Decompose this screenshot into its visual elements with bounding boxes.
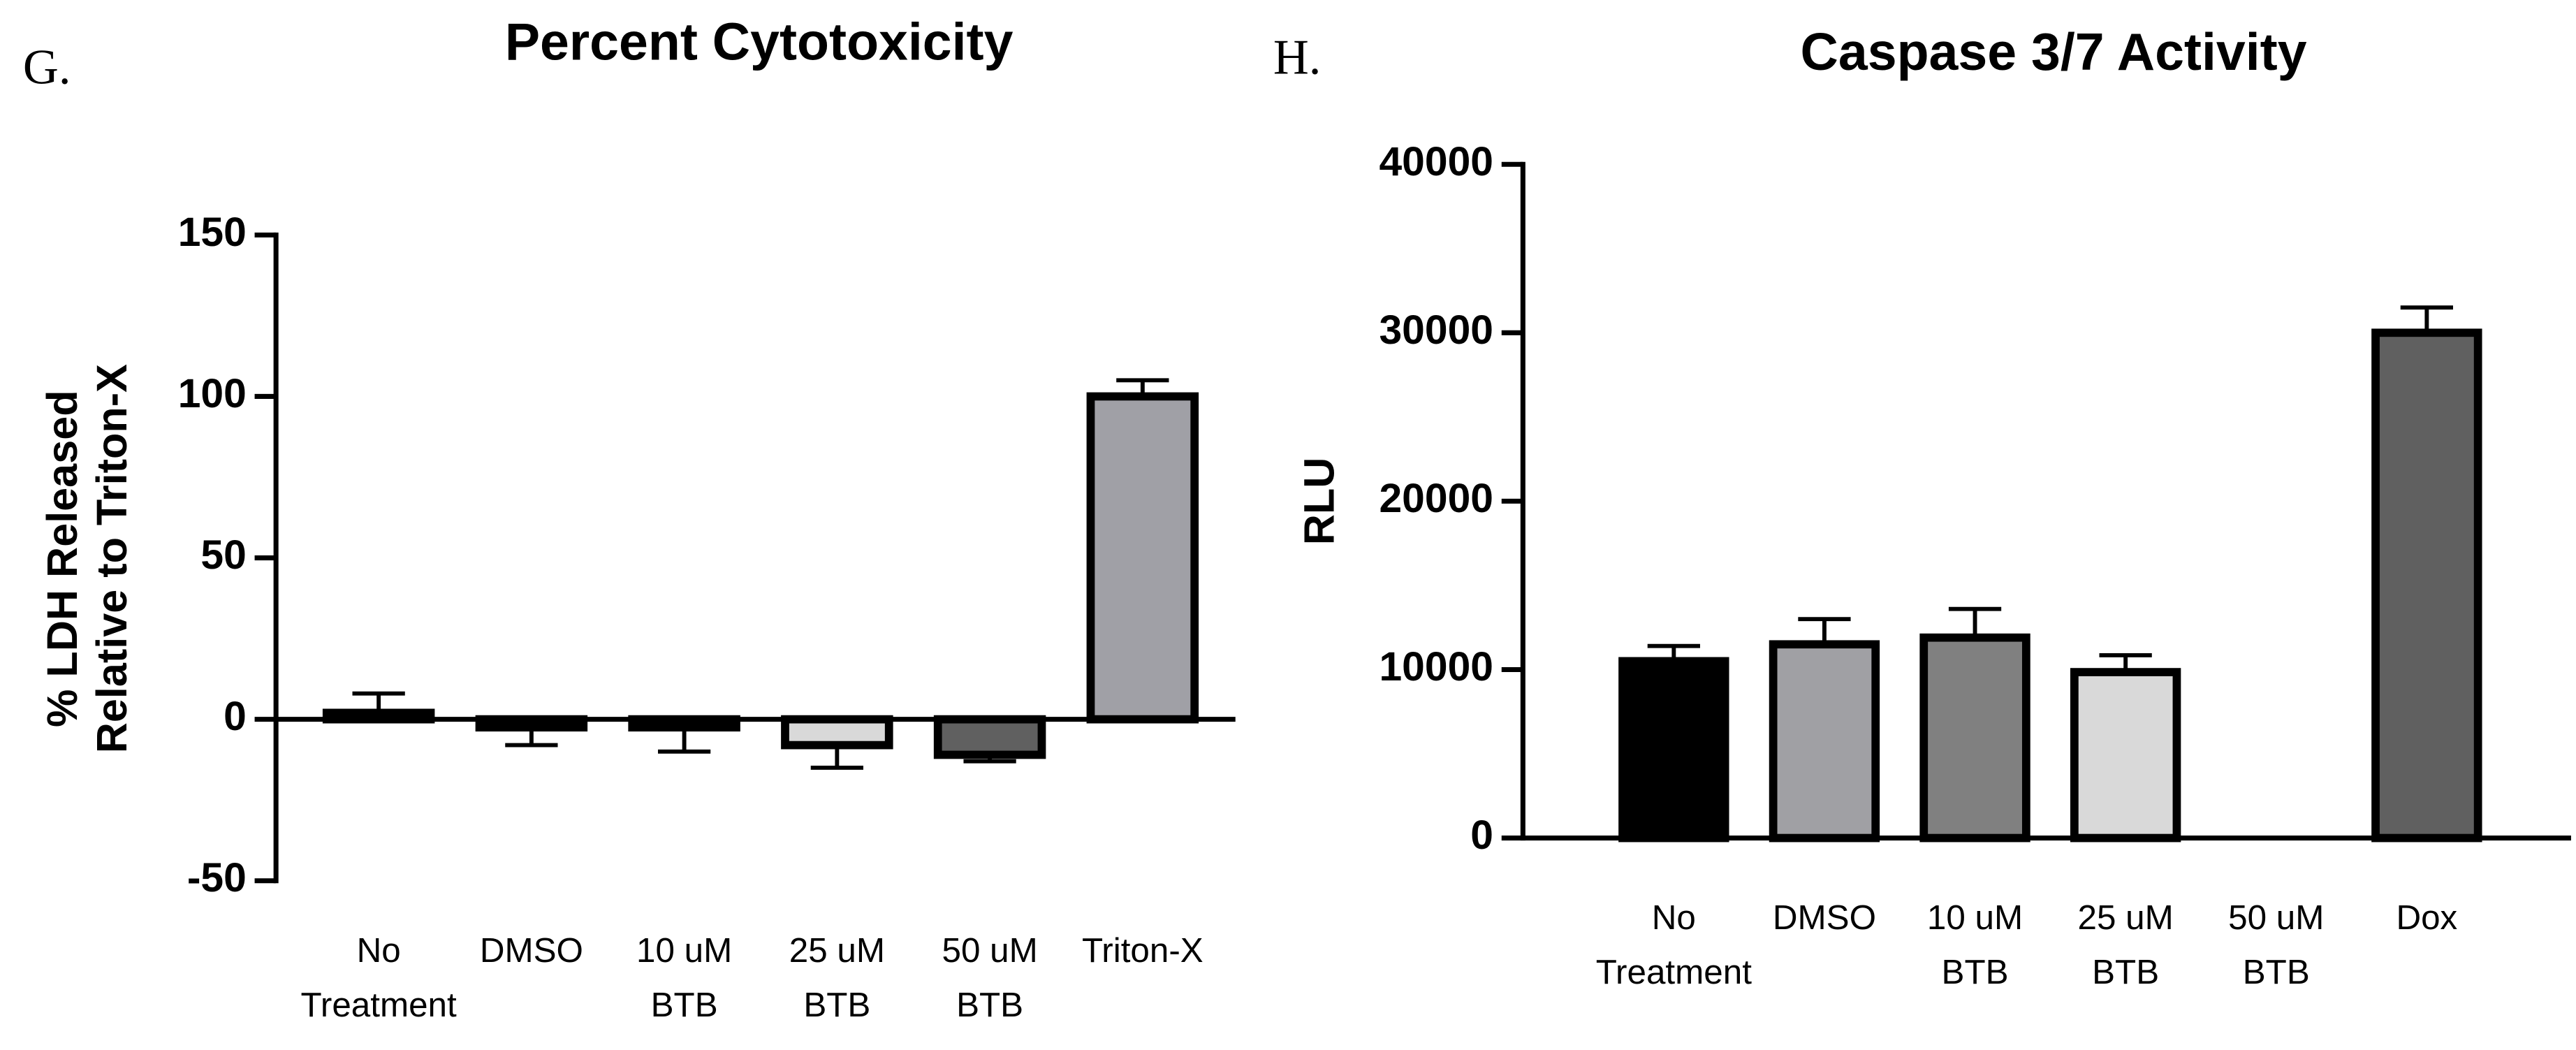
x-tick-label: 50 uM bbox=[942, 931, 1037, 970]
panel-label: G. bbox=[23, 41, 71, 95]
y-tick-label: 0 bbox=[224, 694, 247, 739]
x-tick-label: DMSO bbox=[480, 931, 583, 970]
x-tick-label: No bbox=[357, 931, 401, 970]
y-tick-label: 10000 bbox=[1379, 644, 1493, 690]
x-tick-label: DMSO bbox=[1773, 898, 1876, 937]
y-tick-label: 50 bbox=[200, 532, 246, 578]
y-tick-label: 20000 bbox=[1379, 476, 1493, 521]
y-tick-label: 30000 bbox=[1379, 307, 1493, 353]
x-tick-label: 10 uM bbox=[636, 931, 732, 970]
y-tick-label: 100 bbox=[178, 371, 247, 416]
bar bbox=[1086, 392, 1199, 724]
x-tick-label: 25 uM bbox=[2078, 898, 2174, 937]
x-tick-label: BTB bbox=[2243, 953, 2310, 991]
x-tick-label: BTB bbox=[803, 986, 870, 1024]
panel-label: H. bbox=[1273, 31, 1322, 85]
x-tick-label: Treatment bbox=[301, 986, 457, 1024]
chart-title: Percent Cytotoxicity bbox=[505, 13, 1013, 71]
y-tick-label: -50 bbox=[187, 855, 247, 900]
x-tick-label: No bbox=[1652, 898, 1696, 937]
bar bbox=[933, 715, 1046, 759]
x-tick-label: 25 uM bbox=[789, 931, 885, 970]
bar bbox=[2070, 668, 2181, 843]
y-axis-label: RLU bbox=[1296, 458, 1343, 546]
y-tick-label: 0 bbox=[1470, 812, 1493, 858]
y-tick-label: 40000 bbox=[1379, 139, 1493, 184]
bar bbox=[781, 715, 893, 750]
bar bbox=[1618, 657, 1729, 843]
x-tick-label: 50 uM bbox=[2228, 898, 2324, 937]
y-tick-label: 150 bbox=[178, 210, 247, 255]
chart-title: Caspase 3/7 Activity bbox=[1801, 22, 2307, 81]
bar bbox=[1769, 640, 1880, 843]
x-tick-label: BTB bbox=[1942, 953, 2009, 991]
x-tick-label: Triton-X bbox=[1082, 931, 1203, 970]
x-tick-label: BTB bbox=[2092, 953, 2159, 991]
bar bbox=[2371, 328, 2482, 843]
x-tick-label: BTB bbox=[956, 986, 1023, 1024]
x-tick-label: 10 uM bbox=[1927, 898, 2023, 937]
x-tick-label: BTB bbox=[651, 986, 718, 1024]
x-tick-label: Treatment bbox=[1596, 953, 1752, 991]
y-axis-label: % LDH Released bbox=[38, 390, 86, 727]
bar bbox=[1919, 633, 2030, 843]
x-tick-label: Dox bbox=[2396, 898, 2457, 937]
y-axis-label: Relative to Triton-X bbox=[88, 364, 136, 753]
